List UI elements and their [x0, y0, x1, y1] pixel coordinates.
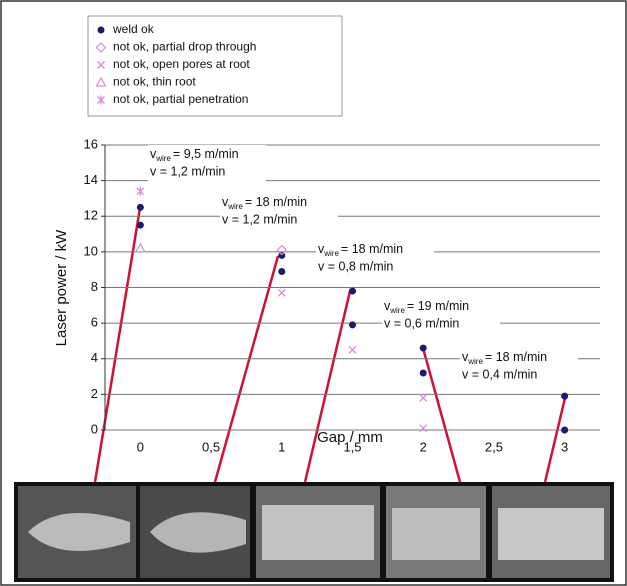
- marker: [419, 369, 427, 377]
- annotation-line2: v = 0,8 m/min: [318, 259, 393, 273]
- point: [349, 321, 356, 329]
- point: [276, 244, 288, 256]
- x-tick-label: 0: [137, 439, 144, 454]
- point: [136, 203, 144, 211]
- marker: [419, 344, 427, 352]
- marker: [97, 26, 105, 34]
- marker: [136, 203, 144, 211]
- annotation-v: v: [384, 299, 391, 313]
- x-axis-label: Gap / mm: [317, 429, 383, 446]
- marker: [561, 392, 569, 400]
- y-tick-label: 6: [91, 315, 98, 330]
- point: [278, 267, 286, 275]
- annotation-line2: v = 0,6 m/min: [384, 316, 459, 330]
- x-tick-label: 2: [420, 439, 427, 454]
- y-tick-label: 12: [84, 208, 98, 223]
- x-tick-label: 3: [561, 439, 568, 454]
- point: [97, 95, 105, 105]
- annotation-sub: wire: [467, 357, 483, 366]
- annotation: vwire = 18 m/min: [318, 242, 403, 258]
- annotation-sub: wire: [323, 249, 339, 258]
- x-tick-label: 2,5: [485, 439, 503, 454]
- point: [97, 26, 105, 34]
- marker: [134, 242, 146, 253]
- legend-label: not ok, partial penetration: [113, 92, 248, 106]
- annotation-v: v: [318, 242, 325, 256]
- point: [561, 426, 569, 434]
- legend-box: [87, 15, 343, 117]
- annotation-sub: wire: [155, 154, 171, 163]
- legend-label: not ok, partial drop through: [113, 40, 256, 54]
- x-tick-label: 0,5: [202, 439, 220, 454]
- marker: [277, 288, 286, 297]
- point: [419, 344, 427, 352]
- point: [277, 288, 286, 297]
- marker: [136, 186, 145, 196]
- x-tick-label: 1: [278, 439, 285, 454]
- point: [561, 392, 569, 400]
- legend-label: not ok, thin root: [113, 75, 196, 89]
- point: [419, 424, 428, 433]
- annotation: vwire = 18 m/min: [222, 195, 307, 211]
- marker: [349, 321, 356, 329]
- y-tick-label: 10: [84, 243, 98, 258]
- point: [348, 345, 357, 354]
- marker: [348, 345, 357, 354]
- marker: [97, 95, 105, 105]
- marker: [97, 61, 105, 69]
- annotation-line1: = 18 m/min: [341, 242, 403, 256]
- annotation-v: v: [222, 195, 229, 209]
- y-tick-label: 0: [91, 421, 98, 436]
- weld-images: [14, 482, 614, 582]
- legend-label: not ok, open pores at root: [113, 57, 250, 71]
- y-tick-label: 4: [91, 350, 98, 365]
- y-tick-label: 14: [84, 172, 98, 187]
- annotation-sub: wire: [389, 306, 405, 315]
- legend-label: weld ok: [112, 22, 155, 36]
- marker: [136, 221, 144, 229]
- marker: [95, 42, 107, 53]
- point: [419, 369, 427, 377]
- annotation-line1: = 19 m/min: [407, 299, 469, 313]
- point: [419, 393, 428, 402]
- annotation-line2: v = 1,2 m/min: [222, 212, 297, 226]
- annotation-line2: v = 0,4 m/min: [462, 367, 537, 381]
- annotation-v: v: [150, 147, 157, 161]
- point: [136, 221, 144, 229]
- point: [95, 42, 107, 53]
- marker: [278, 267, 286, 275]
- annotation-sub: wire: [227, 202, 243, 211]
- marker: [419, 424, 428, 433]
- marker: [95, 76, 107, 87]
- marker: [349, 287, 356, 295]
- annotation-v: v: [462, 350, 469, 364]
- annotation: vwire = 9,5 m/min: [150, 147, 239, 163]
- annotation: vwire = 19 m/min: [384, 299, 469, 315]
- annotation-line1: = 9,5 m/min: [173, 147, 239, 161]
- annotation-bg: [460, 348, 578, 386]
- y-tick-label: 2: [91, 386, 98, 401]
- y-tick-label: 16: [84, 136, 98, 151]
- annotation-bg: [316, 240, 434, 278]
- y-tick-label: 8: [91, 279, 98, 294]
- annotation-line2: v = 1,2 m/min: [150, 164, 225, 178]
- point: [134, 242, 146, 253]
- annotation-bg: [148, 145, 266, 183]
- point: [95, 76, 107, 87]
- marker: [276, 244, 288, 256]
- annotation-bg: [382, 297, 500, 335]
- x-tick-label: 1,5: [343, 439, 361, 454]
- point: [136, 186, 145, 196]
- marker: [419, 393, 428, 402]
- annotation-bg: [220, 193, 338, 231]
- y-axis-label: Laser power / kW: [53, 229, 70, 347]
- point: [349, 287, 356, 295]
- point: [97, 61, 105, 69]
- marker: [561, 426, 569, 434]
- annotation: vwire = 18 m/min: [462, 350, 547, 366]
- annotation-line1: = 18 m/min: [485, 350, 547, 364]
- annotation-line1: = 18 m/min: [245, 195, 307, 209]
